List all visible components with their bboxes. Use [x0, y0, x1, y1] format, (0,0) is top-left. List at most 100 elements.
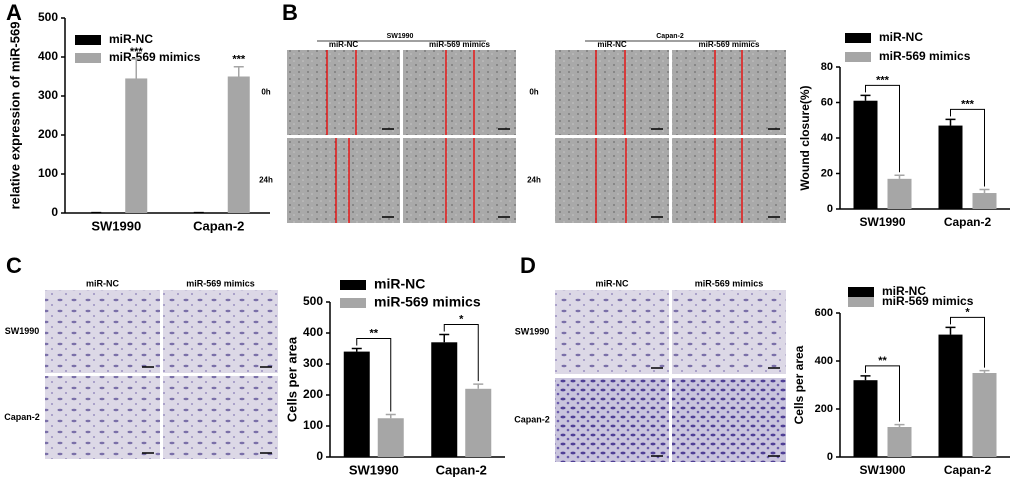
y-tick-label: 200	[815, 403, 833, 415]
image-row-label: Capan-2	[4, 412, 40, 422]
y-tick-label: 400	[38, 49, 58, 63]
panel-letter: D	[520, 253, 536, 278]
legend-swatch	[845, 52, 871, 62]
image-row-label: SW1990	[5, 326, 40, 336]
bar	[938, 334, 963, 457]
y-tick-label: 100	[38, 166, 58, 180]
legend-label: miR-569 mimics	[374, 294, 481, 310]
y-tick-label: 500	[38, 10, 58, 24]
micrograph	[45, 376, 160, 459]
y-tick-label: 200	[38, 127, 58, 141]
micrograph	[672, 290, 786, 374]
image-row-label: SW1990	[515, 326, 550, 336]
y-tick-label: 400	[815, 355, 833, 367]
legend-swatch	[848, 297, 874, 307]
bar	[887, 427, 912, 457]
significance-bracket	[356, 338, 392, 412]
y-tick-label: 500	[303, 294, 323, 308]
bar	[227, 76, 250, 213]
image-group-label: SW1990	[387, 33, 414, 40]
significance-bracket	[950, 316, 985, 368]
image-group-label: Capan-2	[656, 33, 684, 40]
y-axis-label: relative expression of miR-569	[7, 22, 22, 210]
x-tick-label: SW1900	[859, 463, 905, 477]
significance-label: ***	[876, 74, 890, 86]
legend-swatch	[848, 287, 874, 297]
bar	[938, 125, 963, 209]
x-tick-label: Capan-2	[436, 462, 487, 477]
micrograph	[672, 50, 786, 135]
y-tick-label: 300	[303, 356, 323, 370]
legend-label: miR-NC	[879, 30, 923, 44]
micrograph	[555, 290, 669, 374]
bar	[887, 178, 912, 209]
legend-label: miR-569 mimics	[882, 294, 974, 308]
error-bar	[131, 58, 142, 79]
y-tick-label: 40	[821, 132, 833, 144]
micrograph	[163, 376, 278, 459]
error-bar	[979, 369, 990, 373]
error-bar	[385, 413, 396, 419]
error-bar	[894, 423, 905, 427]
panel-letter: A	[6, 0, 22, 25]
legend-swatch	[75, 53, 101, 63]
image-row-label: Capan-2	[514, 414, 550, 424]
error-bar	[233, 66, 244, 77]
y-tick-label: 400	[303, 325, 323, 339]
legend-swatch	[340, 298, 366, 308]
y-tick-label: 100	[303, 418, 323, 432]
legend-label: miR-569 mimics	[879, 49, 971, 63]
image-column-label: miR-NC	[596, 278, 629, 288]
x-tick-label: SW1990	[859, 215, 905, 229]
bar	[377, 418, 404, 457]
error-bar	[860, 94, 871, 101]
significance-bracket	[950, 108, 985, 187]
legend-label: miR-NC	[374, 276, 425, 292]
image-column-label: miR-569 mimics	[429, 40, 490, 49]
y-axis-label: Cells per area	[792, 345, 806, 424]
bar	[343, 351, 370, 457]
bar	[125, 78, 148, 213]
x-tick-label: Capan-2	[193, 218, 244, 233]
significance-label: **	[369, 327, 378, 339]
x-tick-label: SW1990	[349, 462, 399, 477]
bar	[972, 193, 997, 209]
y-tick-label: 300	[38, 88, 58, 102]
x-tick-label: Capan-2	[944, 463, 992, 477]
micrograph	[672, 378, 786, 462]
bar	[465, 388, 492, 457]
error-bar	[351, 347, 362, 352]
significance-bracket	[865, 84, 900, 173]
image-column-label: miR-569 mimics	[695, 278, 764, 288]
significance-label: **	[878, 355, 887, 367]
y-tick-label: 600	[815, 307, 833, 319]
y-tick-label: 80	[821, 61, 833, 73]
image-column-label: miR-569 mimics	[699, 40, 760, 49]
significance-bracket	[865, 365, 900, 422]
panel-letter: B	[282, 0, 298, 25]
legend-label: miR-NC	[882, 284, 926, 298]
error-bar	[439, 333, 450, 343]
micrograph	[403, 138, 516, 223]
legend-swatch	[75, 35, 101, 45]
error-bar	[894, 174, 905, 179]
micrograph	[163, 290, 278, 373]
image-row-label: 24h	[527, 176, 541, 185]
y-axis-label: Cells per area	[284, 336, 299, 422]
image-column-label: miR-569 mimics	[186, 278, 255, 288]
image-column-label: miR-NC	[329, 40, 359, 49]
y-tick-label: 60	[821, 96, 833, 108]
error-bar	[979, 188, 990, 194]
error-bar	[945, 118, 956, 126]
y-tick-label: 0	[316, 449, 323, 463]
y-tick-label: 20	[821, 167, 833, 179]
error-bar	[945, 326, 956, 335]
y-tick-label: 0	[827, 451, 833, 463]
x-tick-label: Capan-2	[944, 215, 992, 229]
y-tick-label: 0	[51, 205, 58, 219]
image-row-label: 0h	[261, 88, 270, 97]
y-axis-label: Wound closure(%)	[798, 85, 812, 190]
panel-letter: C	[6, 253, 22, 278]
error-bar	[473, 383, 484, 389]
